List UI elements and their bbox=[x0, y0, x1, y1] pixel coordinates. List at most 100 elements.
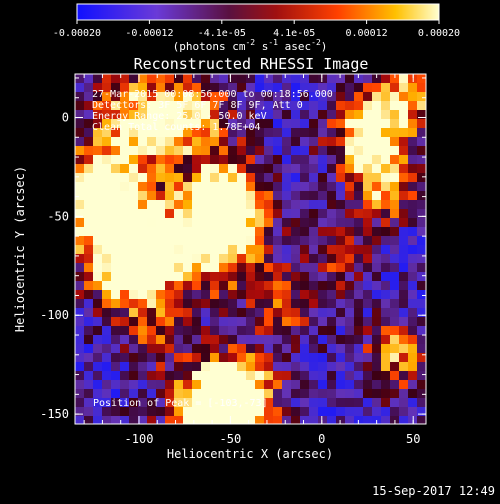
image-pixel bbox=[84, 371, 94, 381]
image-pixel bbox=[192, 146, 202, 156]
image-pixel bbox=[417, 371, 426, 381]
image-pixel bbox=[363, 218, 373, 228]
image-pixel bbox=[165, 263, 175, 273]
image-pixel bbox=[237, 92, 247, 102]
colorbar-unit-label: (photons cm-2 s-1 asec-2) bbox=[173, 38, 328, 53]
image-pixel bbox=[417, 200, 426, 210]
image-pixel bbox=[120, 245, 130, 255]
image-pixel bbox=[417, 281, 426, 291]
image-pixel bbox=[291, 344, 301, 354]
image-pixel bbox=[273, 335, 283, 345]
image-pixel bbox=[183, 299, 193, 309]
image-pixel bbox=[291, 146, 301, 156]
image-pixel bbox=[246, 407, 256, 417]
image-pixel bbox=[129, 173, 139, 183]
image-pixel bbox=[345, 164, 355, 174]
image-pixel bbox=[183, 218, 193, 228]
image-pixel bbox=[246, 353, 256, 363]
image-pixel bbox=[273, 245, 283, 255]
image-pixel bbox=[309, 83, 319, 93]
image-pixel bbox=[291, 281, 301, 291]
image-pixel bbox=[291, 371, 301, 381]
image-pixel bbox=[417, 272, 426, 282]
image-pixel bbox=[192, 344, 202, 354]
image-pixel bbox=[390, 299, 400, 309]
image-pixel bbox=[174, 173, 184, 183]
image-pixel bbox=[201, 83, 211, 93]
image-pixel bbox=[354, 326, 364, 336]
image-pixel bbox=[111, 290, 121, 300]
image-pixel bbox=[228, 353, 238, 363]
image-pixel bbox=[138, 335, 148, 345]
image-pixel bbox=[264, 407, 274, 417]
image-pixel bbox=[93, 335, 103, 345]
image-pixel bbox=[228, 101, 238, 111]
image-pixel bbox=[255, 182, 265, 192]
image-pixel bbox=[372, 146, 382, 156]
image-pixel bbox=[390, 371, 400, 381]
image-pixel bbox=[399, 398, 409, 408]
image-pixel bbox=[336, 371, 346, 381]
image-pixel bbox=[210, 380, 220, 390]
image-pixel bbox=[264, 362, 274, 372]
image-pixel bbox=[336, 272, 346, 282]
image-pixel bbox=[381, 416, 391, 424]
image-pixel bbox=[381, 227, 391, 237]
image-pixel bbox=[327, 200, 337, 210]
image-pixel bbox=[120, 110, 130, 120]
image-pixel bbox=[93, 83, 103, 93]
image-pixel bbox=[327, 380, 337, 390]
image-pixel bbox=[336, 119, 346, 129]
y-tick-label: -50 bbox=[47, 209, 69, 223]
image-pixel bbox=[138, 164, 148, 174]
image-pixel bbox=[417, 218, 426, 228]
image-pixel bbox=[291, 164, 301, 174]
image-pixel bbox=[273, 101, 283, 111]
image-pixel bbox=[129, 227, 139, 237]
image-pixel bbox=[264, 398, 274, 408]
image-pixel bbox=[129, 191, 139, 201]
image-pixel bbox=[75, 272, 85, 282]
image-pixel bbox=[84, 209, 94, 219]
image-pixel bbox=[147, 74, 157, 84]
image-pixel bbox=[93, 119, 103, 129]
image-pixel bbox=[273, 353, 283, 363]
image-pixel bbox=[111, 263, 121, 273]
image-pixel bbox=[246, 173, 256, 183]
image-pixel bbox=[390, 272, 400, 282]
image-pixel bbox=[300, 245, 310, 255]
image-pixel bbox=[300, 308, 310, 318]
image-pixel bbox=[219, 101, 229, 111]
image-pixel bbox=[336, 389, 346, 399]
image-pixel bbox=[327, 335, 337, 345]
image-pixel bbox=[138, 209, 148, 219]
image-pixel bbox=[174, 389, 184, 399]
image-pixel bbox=[84, 254, 94, 264]
image-pixel bbox=[75, 119, 85, 129]
image-pixel bbox=[228, 398, 238, 408]
image-pixel bbox=[165, 128, 175, 138]
image-pixel bbox=[372, 272, 382, 282]
image-pixel bbox=[192, 308, 202, 318]
image-pixel bbox=[201, 398, 211, 408]
image-pixel bbox=[282, 218, 292, 228]
image-pixel bbox=[372, 326, 382, 336]
image-pixel bbox=[237, 146, 247, 156]
image-pixel bbox=[372, 353, 382, 363]
image-pixel bbox=[381, 209, 391, 219]
image-pixel bbox=[228, 317, 238, 327]
image-pixel bbox=[120, 371, 130, 381]
image-pixel bbox=[255, 191, 265, 201]
image-pixel bbox=[93, 74, 103, 84]
image-pixel bbox=[300, 236, 310, 246]
image-pixel bbox=[309, 245, 319, 255]
image-pixel bbox=[183, 416, 193, 424]
image-pixel bbox=[111, 155, 121, 165]
image-pixel bbox=[147, 317, 157, 327]
image-pixel bbox=[399, 362, 409, 372]
image-pixel bbox=[201, 353, 211, 363]
image-pixel bbox=[291, 218, 301, 228]
image-pixel bbox=[417, 290, 426, 300]
image-pixel bbox=[210, 335, 220, 345]
image-pixel bbox=[300, 191, 310, 201]
